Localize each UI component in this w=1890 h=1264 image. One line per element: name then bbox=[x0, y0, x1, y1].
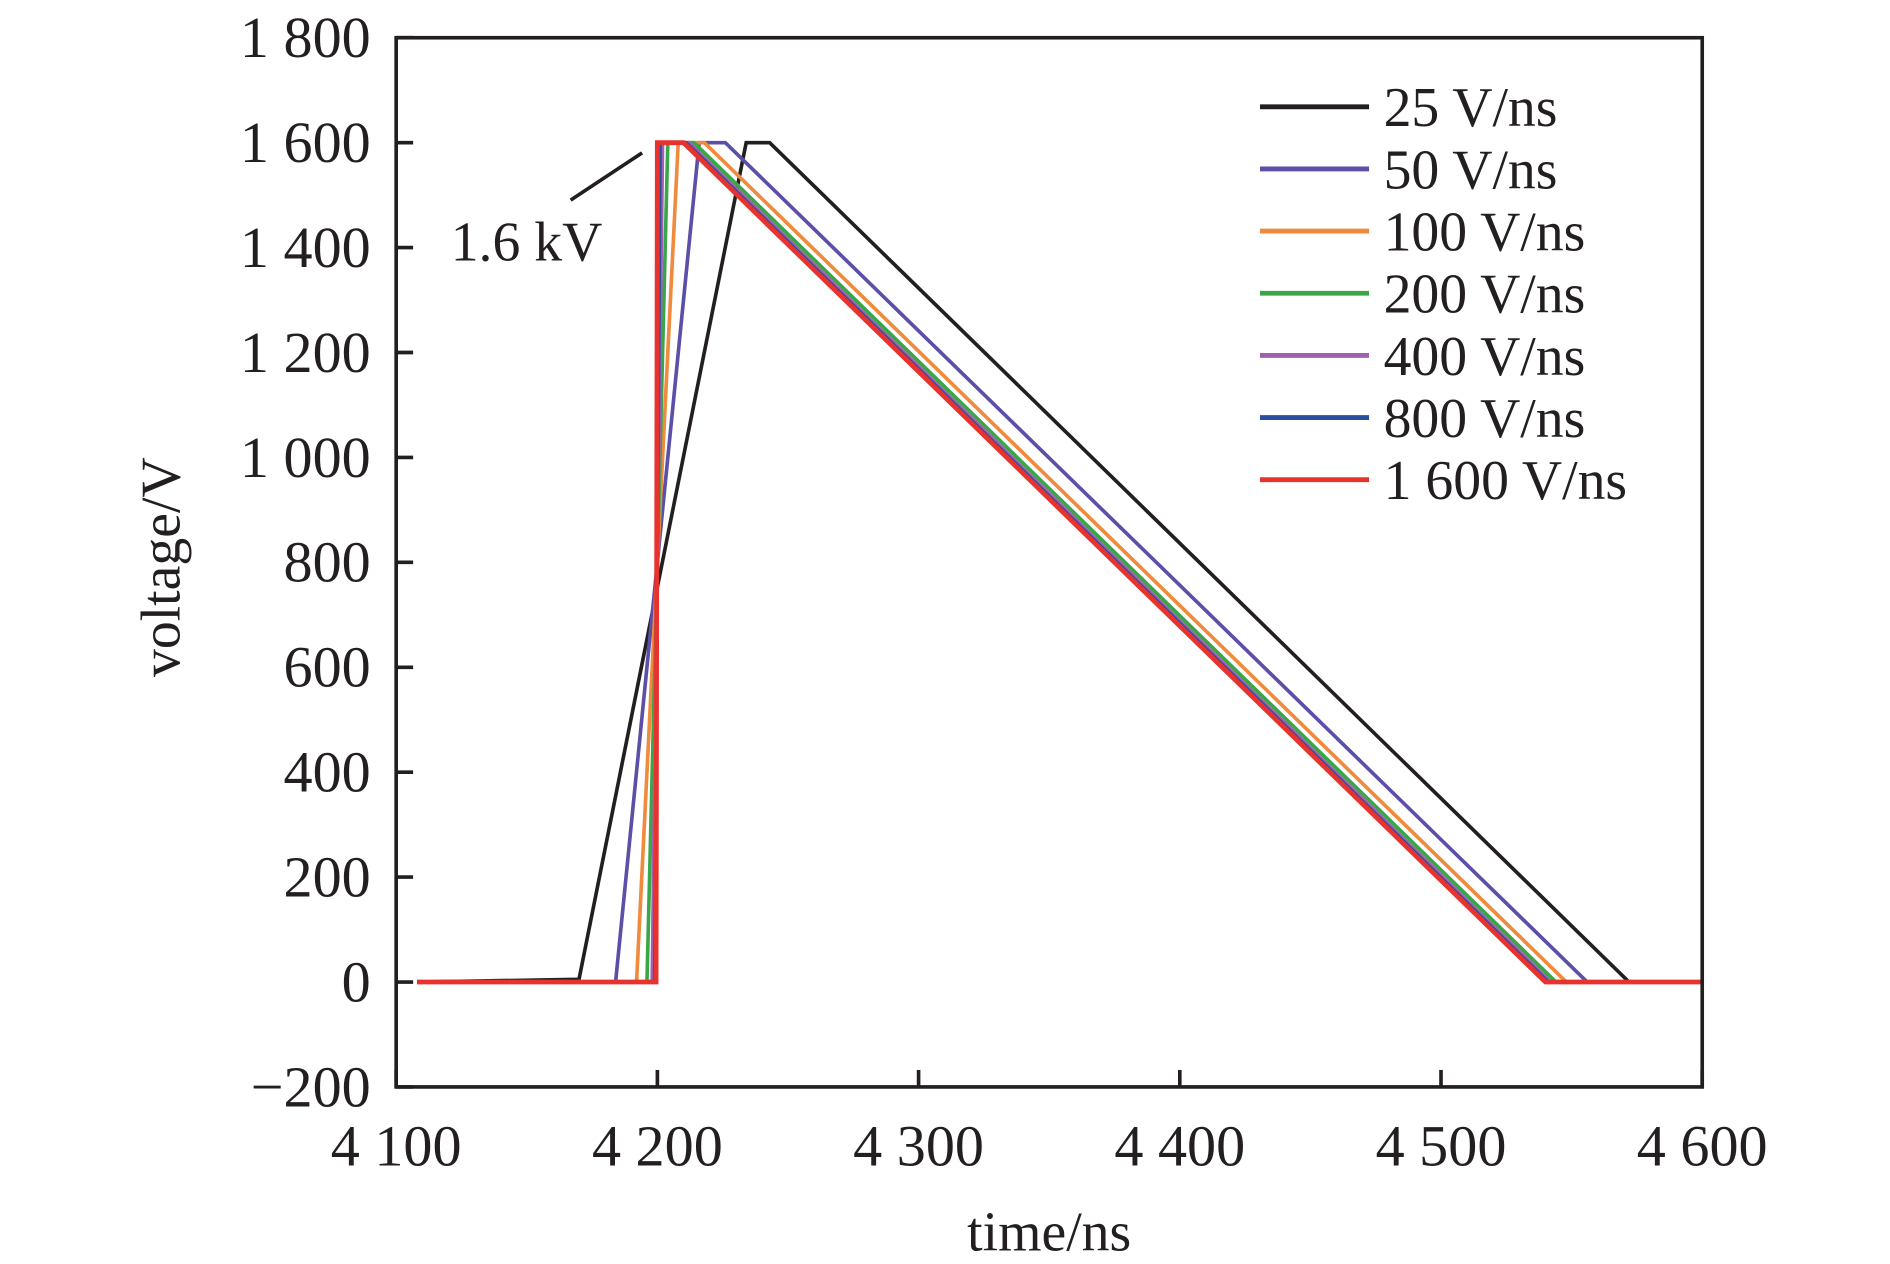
legend-label-2: 100 V/ns bbox=[1384, 201, 1586, 263]
legend-label-4: 400 V/ns bbox=[1384, 326, 1586, 388]
y-tick-label: 1 000 bbox=[240, 425, 371, 490]
legend-label-6: 1 600 V/ns bbox=[1384, 450, 1628, 512]
x-axis-label: time/ns bbox=[967, 1201, 1131, 1263]
x-tick-label: 4 100 bbox=[331, 1114, 462, 1179]
y-tick-label: 1 800 bbox=[240, 5, 371, 70]
legend-label-1: 50 V/ns bbox=[1384, 139, 1558, 201]
y-tick-label: 1 200 bbox=[240, 320, 371, 385]
y-tick-label: 1 400 bbox=[240, 215, 371, 280]
ticks-layer: 4 100 4 200 4 300 4 400 4 500 4 600 −200 0 200 40… bbox=[240, 5, 1768, 1179]
x-tick-label: 4 400 bbox=[1114, 1114, 1245, 1179]
y-tick-label: 1 600 bbox=[240, 110, 371, 175]
series-layer bbox=[416, 140, 1703, 985]
annotation-leader-line bbox=[569, 151, 644, 202]
y-tick-label: 200 bbox=[284, 844, 371, 909]
legend-label-0: 25 V/ns bbox=[1384, 77, 1558, 139]
y-tick-label: −200 bbox=[251, 1054, 371, 1119]
annotation-label: 1.6 kV bbox=[451, 212, 603, 274]
y-axis-label: voltage/V bbox=[130, 457, 192, 677]
y-tick-label: 600 bbox=[284, 635, 371, 700]
x-tick-label: 4 300 bbox=[853, 1114, 984, 1179]
x-tick-label: 4 600 bbox=[1637, 1114, 1768, 1179]
x-tick-label: 4 200 bbox=[592, 1114, 723, 1179]
y-tick-label: 400 bbox=[284, 740, 371, 805]
y-tick-label: 0 bbox=[342, 949, 371, 1014]
legend-label-5: 800 V/ns bbox=[1384, 388, 1586, 450]
x-tick-label: 4 500 bbox=[1376, 1114, 1507, 1179]
legend-label-3: 200 V/ns bbox=[1384, 264, 1586, 326]
y-tick-label: 800 bbox=[284, 530, 371, 595]
series-line-6 bbox=[417, 140, 1703, 985]
